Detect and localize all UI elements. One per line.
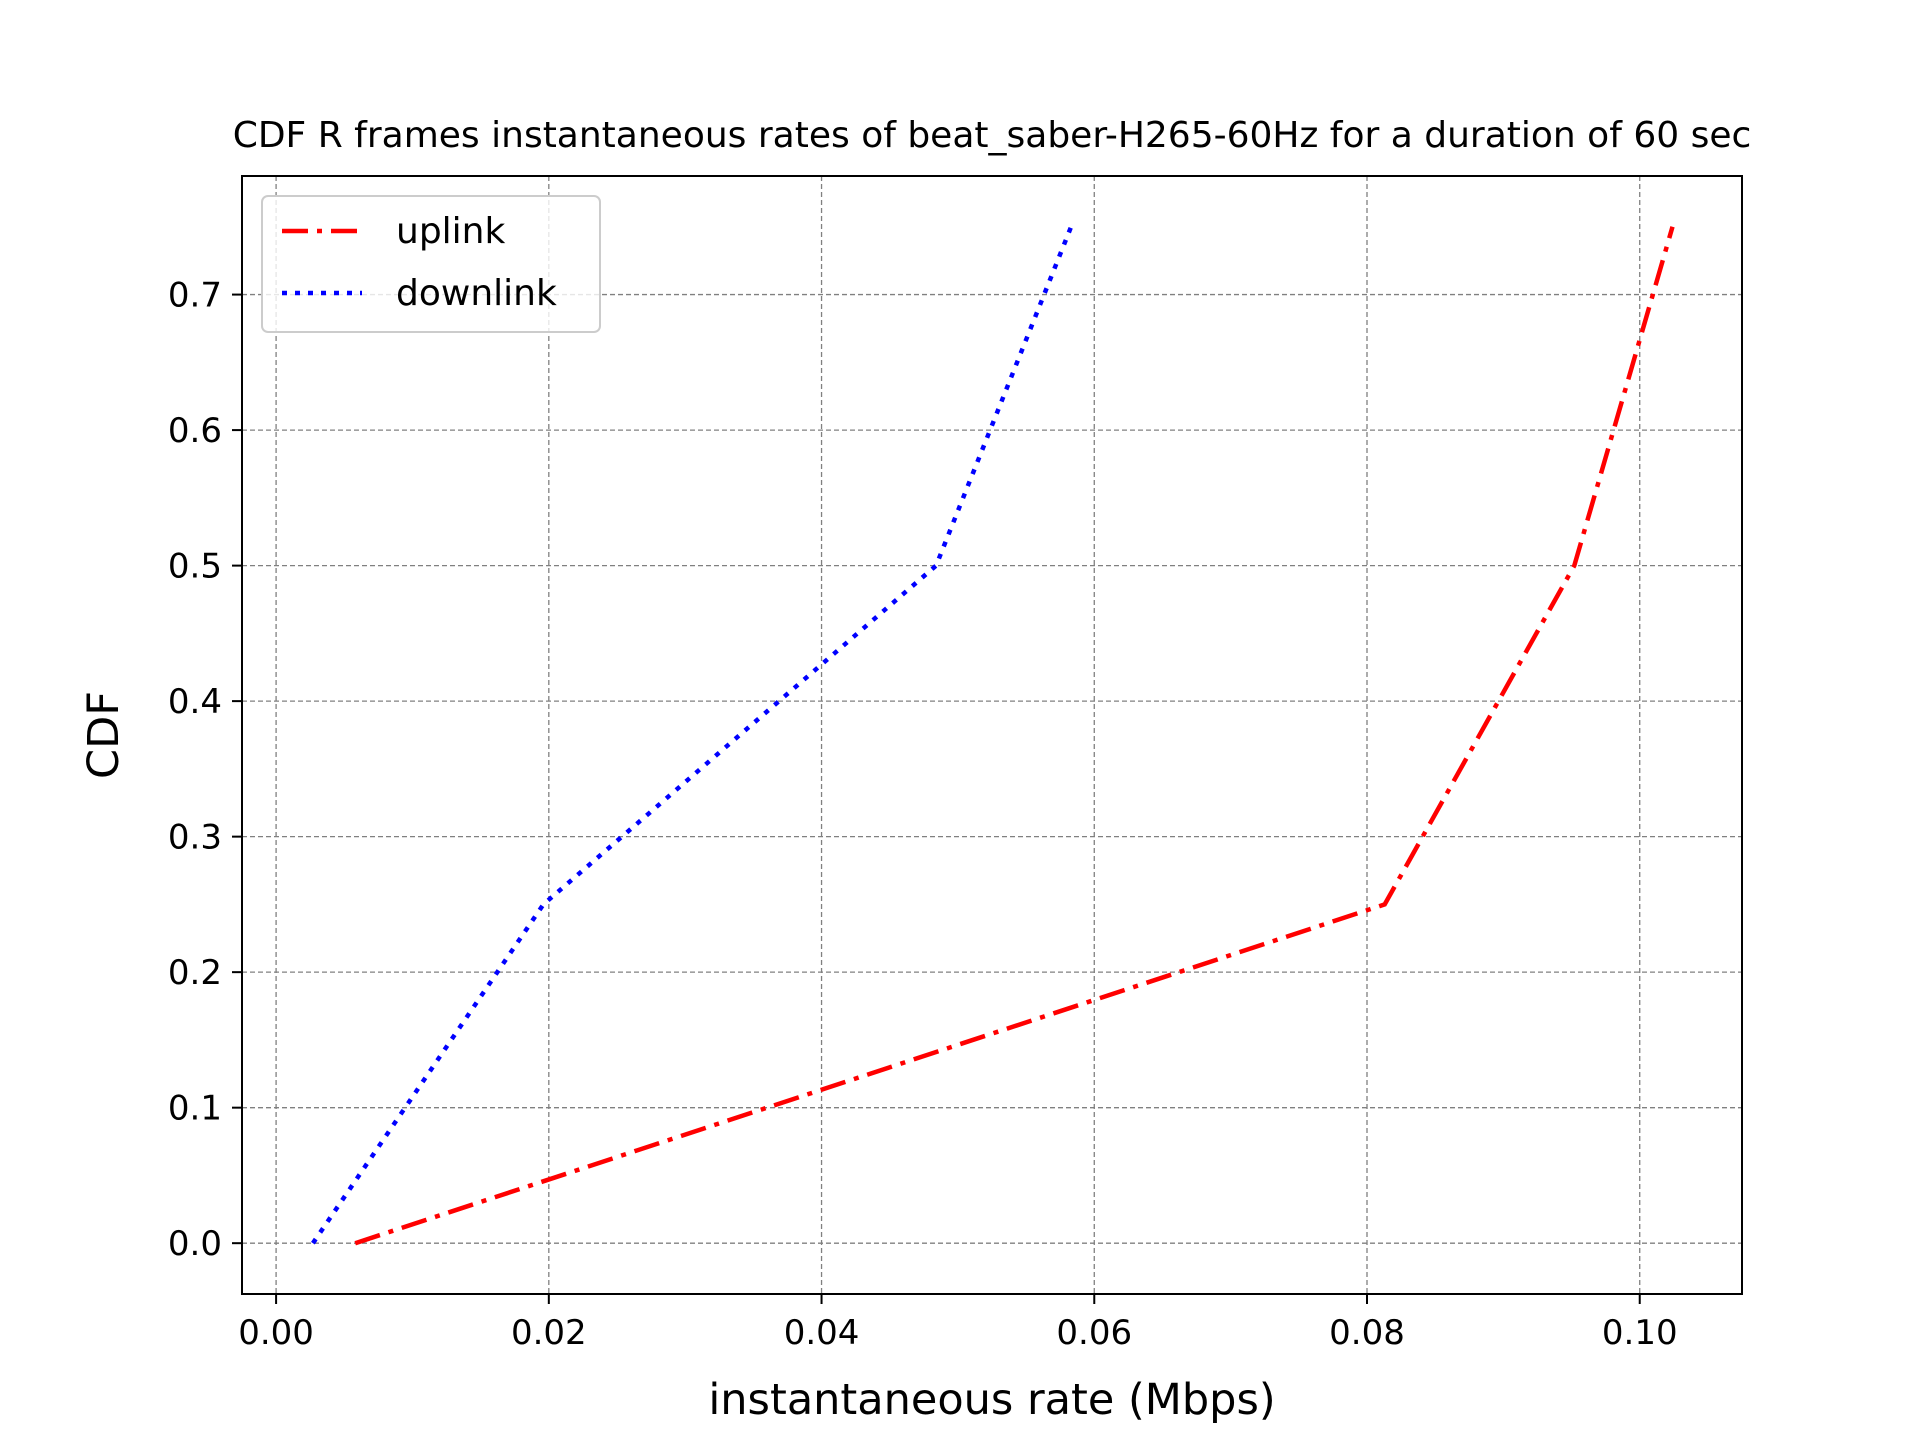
y-tick-label: 0.2 xyxy=(168,953,222,993)
x-tick-label: 0.08 xyxy=(1329,1313,1405,1353)
y-tick-label: 0.7 xyxy=(168,276,222,316)
grid-lines xyxy=(242,176,1742,1294)
y-axis-label: CDF xyxy=(79,691,129,779)
x-tick-label: 0.04 xyxy=(784,1313,860,1353)
x-tick-label: 0.00 xyxy=(238,1313,314,1353)
axis-ticks: 0.00 0.02 0.04 0.06 0.08 0.10 0.0 0.1 0.2 0.3 0.4 0… xyxy=(168,276,1678,1353)
series-lines xyxy=(311,225,1675,1246)
y-tick-label: 0.0 xyxy=(168,1224,222,1264)
y-tick-label: 0.6 xyxy=(168,411,222,451)
legend-label-downlink: downlink xyxy=(396,273,557,314)
x-tick-label: 0.10 xyxy=(1602,1313,1678,1353)
y-tick-label: 0.3 xyxy=(168,818,222,858)
plot-frame xyxy=(241,175,1743,1295)
x-tick-label: 0.02 xyxy=(511,1313,587,1353)
chart-title: CDF R frames instantaneous rates of beat… xyxy=(233,115,1752,156)
x-axis-label: instantaneous rate (Mbps) xyxy=(708,1375,1275,1425)
legend: uplink downlink xyxy=(261,195,601,333)
y-tick-label: 0.5 xyxy=(168,547,222,587)
x-tick-label: 0.06 xyxy=(1056,1313,1132,1353)
series-line-uplink xyxy=(354,226,1675,1246)
legend-label-uplink: uplink xyxy=(396,211,505,252)
y-tick-label: 0.1 xyxy=(168,1089,222,1129)
y-tick-label: 0.4 xyxy=(168,682,222,722)
